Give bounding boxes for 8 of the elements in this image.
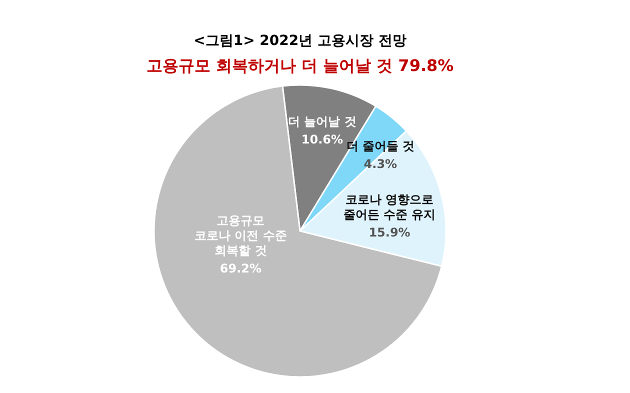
chart-subtitle: 고용규모 회복하거나 더 늘어날 것 79.8% (146, 56, 454, 75)
chart-title: <그림1> 2022년 고용시장 전망 (194, 33, 406, 49)
slice-label: 코로나 영향으로 줄어든 수준 유지 (343, 192, 436, 222)
slice-label: 더 늘어날 것 (288, 114, 356, 128)
data-label: 15.9% (368, 226, 410, 240)
data-label: 69.2% (220, 262, 262, 276)
data-label: 10.6% (301, 132, 344, 146)
slice-label: 고용규모 코로나 이전 수준 회복할 것 (194, 214, 287, 258)
